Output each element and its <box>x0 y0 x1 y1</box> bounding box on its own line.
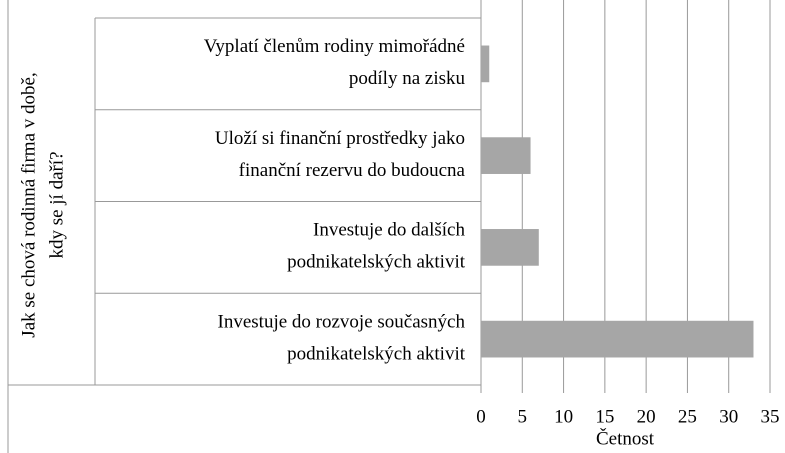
x-tick-label: 0 <box>476 406 486 427</box>
bar <box>481 137 531 174</box>
y-tick-label: podnikatelských aktivit <box>287 343 466 364</box>
bar <box>481 229 539 266</box>
y-axis-title: Jak se chová rodinná firma v době, <box>18 72 39 337</box>
x-tick-label: 35 <box>761 406 780 427</box>
y-tick-label: Uloží si finanční prostředky jako <box>215 128 465 149</box>
y-tick-label: podnikatelských aktivit <box>287 252 466 273</box>
y-tick-label: podíly na zisku <box>349 68 466 89</box>
x-tick-label: 25 <box>678 406 697 427</box>
bar <box>481 45 490 83</box>
x-axis-title: Četnost <box>596 427 655 449</box>
x-tick-label: 15 <box>595 406 614 427</box>
x-tick-label: 20 <box>637 406 656 427</box>
bar <box>481 320 754 358</box>
y-axis-title: kdy se jí daří? <box>46 151 67 258</box>
y-tick-label: Vyplatí členům rodiny mimořádné <box>204 36 465 57</box>
x-tick-label: 30 <box>719 406 738 427</box>
x-tick-label: 5 <box>518 406 528 427</box>
x-tick-label: 10 <box>554 406 573 427</box>
y-tick-label: Investuje do dalších <box>313 220 465 241</box>
y-tick-label: finanční rezervu do budoucna <box>239 160 466 181</box>
y-tick-label: Investuje do rozvoje současných <box>218 311 466 332</box>
